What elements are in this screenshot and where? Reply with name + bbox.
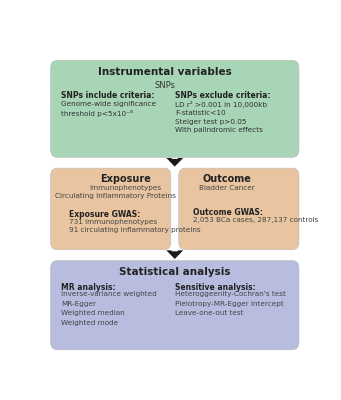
Text: Heteroggeenity-Cochran's test
Pleiotropy-MR-Egger intercept
Leave-one-out test: Heteroggeenity-Cochran's test Pleiotropy… (175, 291, 286, 316)
Text: Immunophenotypes: Immunophenotypes (89, 185, 161, 191)
Text: Outcome GWAS:: Outcome GWAS: (193, 208, 263, 217)
Text: 2,053 BCa cases, 287,137 controls: 2,053 BCa cases, 287,137 controls (193, 218, 318, 223)
Text: Genome-wide significance
threshold p<5x10⁻⁸: Genome-wide significance threshold p<5x1… (61, 101, 156, 117)
Text: SNPs exclude criteria:: SNPs exclude criteria: (175, 91, 270, 100)
Text: SNPs include criteria:: SNPs include criteria: (61, 91, 154, 100)
Text: Sensitive analysis:: Sensitive analysis: (175, 283, 255, 292)
Text: Circulating Inflammatory Proteins: Circulating Inflammatory Proteins (55, 193, 175, 199)
Text: SNPs: SNPs (154, 81, 175, 90)
Text: Exposure: Exposure (100, 174, 150, 184)
Text: Statistical analysis: Statistical analysis (119, 267, 231, 277)
FancyBboxPatch shape (50, 168, 171, 250)
Text: 731 immunophenotypes
91 circulating inflammatory proteins: 731 immunophenotypes 91 circulating infl… (69, 219, 200, 234)
Text: LD r² >0.001 in 10,000kb
F-statistic<10
Steiger test p>0.05
With palindromic eff: LD r² >0.001 in 10,000kb F-statistic<10 … (175, 101, 267, 134)
Polygon shape (166, 158, 183, 166)
Text: Instrumental variables: Instrumental variables (98, 67, 232, 77)
FancyBboxPatch shape (50, 260, 299, 350)
Polygon shape (166, 250, 183, 259)
FancyBboxPatch shape (50, 60, 299, 157)
Text: Bladder Cancer: Bladder Cancer (199, 185, 255, 191)
Text: Exposure GWAS:: Exposure GWAS: (69, 210, 140, 219)
FancyBboxPatch shape (179, 168, 299, 250)
Text: MR analysis:: MR analysis: (61, 283, 116, 292)
Text: Outcome: Outcome (203, 174, 251, 184)
Text: Inverse-variance weighted
MR-Egger
Weighted median
Weighted mode: Inverse-variance weighted MR-Egger Weigh… (61, 291, 157, 326)
